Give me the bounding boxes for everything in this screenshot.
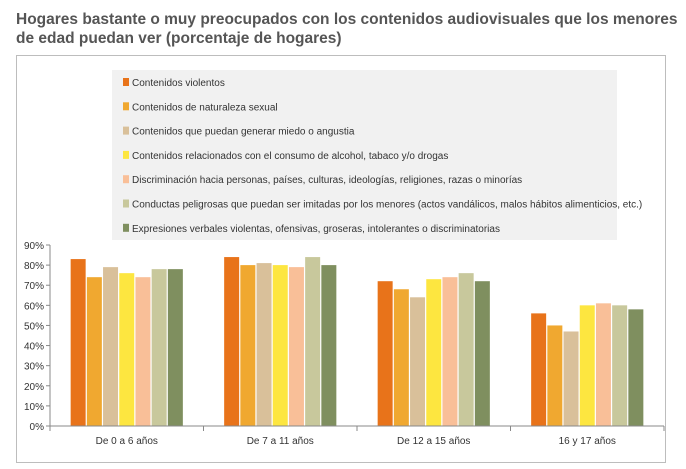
bar (135, 277, 151, 426)
legend-swatch (123, 126, 129, 135)
bar (458, 273, 474, 426)
legend-label: Conductas peligrosas que puedan ser imit… (132, 200, 642, 211)
x-axis: De 0 a 6 años De 7 a 11 años De 12 a 15 añ… (49, 425, 665, 447)
legend-swatch (123, 223, 129, 232)
bar (474, 281, 490, 426)
bar (305, 257, 321, 426)
y-tick-label: 0% (30, 422, 45, 433)
bar (70, 259, 86, 426)
y-tick-label: 20% (24, 382, 44, 393)
bar (393, 289, 409, 426)
x-tick-label: De 0 a 6 años (96, 436, 158, 447)
legend-swatch (123, 102, 129, 111)
y-tick-label: 60% (24, 301, 44, 312)
legend-label: Contenidos violentos (132, 78, 225, 89)
legend-swatch (123, 78, 129, 86)
bar (240, 265, 256, 426)
y-tick-label: 10% (24, 402, 44, 413)
bar (151, 269, 167, 426)
legend-box (112, 70, 617, 240)
legend-label: Discriminación hacia personas, países, c… (132, 175, 522, 186)
y-tick-label: 70% (24, 281, 44, 292)
bar (547, 325, 563, 426)
y-tick-label: 40% (24, 342, 44, 353)
bar (563, 331, 579, 426)
y-tick-label: 30% (24, 362, 44, 373)
bar (224, 257, 240, 426)
bar (595, 303, 611, 426)
y-tick-label: 90% (24, 241, 44, 252)
chart-title: Hogares bastante o muy preocupados con l… (16, 11, 678, 47)
legend-swatch (123, 199, 129, 208)
legend-label: Contenidos que puedan generar miedo o an… (132, 127, 355, 138)
x-tick-label: 16 y 17 años (559, 436, 616, 447)
bar (288, 267, 304, 426)
bar (612, 305, 628, 426)
x-tick-label: De 7 a 11 años (247, 436, 314, 447)
bar (579, 305, 595, 426)
bar (628, 309, 644, 426)
y-axis: 0% 10% 20% 30% 40% 50% 60% 70% 80% 90% (24, 241, 51, 433)
legend-swatch (123, 150, 129, 159)
bar (256, 263, 272, 426)
bar (103, 267, 119, 426)
bar (167, 269, 183, 426)
bar (86, 277, 102, 426)
x-tick-label: De 12 a 15 años (397, 436, 470, 447)
bar (321, 265, 337, 426)
bar (531, 313, 547, 426)
legend-swatch (123, 175, 129, 184)
legend-label: Contenidos de naturaleza sexual (132, 102, 278, 113)
bar (119, 273, 135, 426)
bars (70, 257, 644, 426)
bar (426, 279, 442, 426)
y-tick-label: 50% (24, 321, 44, 332)
legend-label: Expresiones verbales violentas, ofensiva… (132, 224, 500, 235)
bar (410, 297, 426, 426)
bar (272, 265, 288, 426)
legend: Contenidos violentos Contenidos de natura… (112, 70, 642, 240)
bar (377, 281, 393, 426)
y-tick-label: 80% (24, 261, 44, 272)
bar (442, 277, 458, 426)
legend-label: Contenidos relacionados con el consumo d… (132, 151, 448, 162)
